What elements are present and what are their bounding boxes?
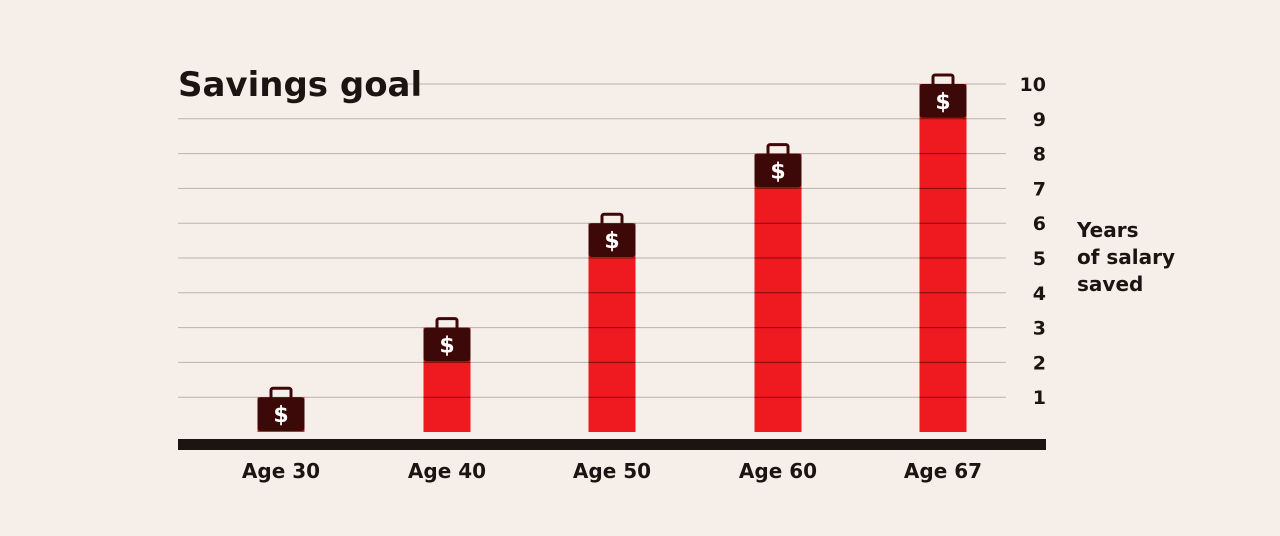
svg-text:$: $	[273, 403, 288, 428]
y-axis-ticks: 1 2 3 4 5 6 7 8 9 10	[1020, 74, 1046, 409]
svg-text:$: $	[770, 160, 785, 185]
y-tick-label: 1	[1033, 387, 1046, 409]
briefcase-dollar-icon: $	[423, 317, 471, 362]
y-tick-label: 3	[1033, 318, 1046, 340]
y-axis-label-line: saved	[1077, 272, 1143, 296]
y-tick-label: 7	[1033, 178, 1046, 200]
y-tick-label: 9	[1033, 109, 1046, 131]
y-tick-label: 10	[1020, 74, 1046, 96]
x-axis-baseline	[178, 439, 1046, 450]
x-tick-label: Age 67	[904, 459, 982, 483]
briefcase-dollar-icon: $	[754, 143, 802, 188]
x-tick-label: Age 60	[739, 459, 817, 483]
svg-text:$: $	[439, 334, 454, 359]
x-tick-label: Age 30	[242, 459, 320, 483]
y-axis-label-line: of salary	[1077, 245, 1175, 269]
y-axis-label: Years of salary saved	[1076, 218, 1182, 296]
y-tick-label: 8	[1033, 144, 1046, 166]
briefcase-dollar-icon: $	[257, 386, 305, 431]
svg-text:$: $	[604, 229, 619, 254]
y-tick-label: 4	[1033, 283, 1046, 305]
y-axis-label-line: Years	[1076, 218, 1138, 242]
chart-title: Savings goal	[178, 65, 422, 105]
briefcase-dollar-icon: $	[919, 73, 967, 118]
y-tick-label: 5	[1033, 248, 1046, 270]
x-axis-labels: Age 30 Age 40 Age 50 Age 60 Age 67	[242, 459, 982, 483]
svg-text:$: $	[935, 90, 950, 115]
x-tick-label: Age 50	[573, 459, 651, 483]
y-tick-label: 2	[1033, 352, 1046, 374]
briefcase-dollar-icon: $	[588, 212, 636, 257]
y-tick-label: 6	[1033, 213, 1046, 235]
briefcase-icons: $ $ $ $ $	[257, 73, 967, 431]
x-tick-label: Age 40	[408, 459, 486, 483]
